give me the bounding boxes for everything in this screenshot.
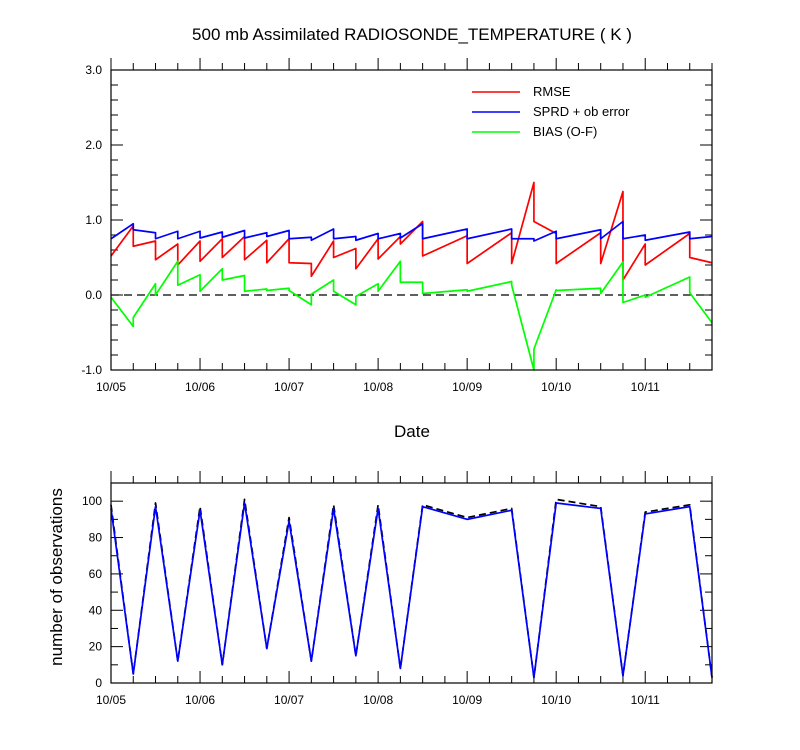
legend-label-rmse: RMSE	[533, 84, 571, 99]
series-line-bias-o-f	[110, 260, 713, 371]
y-tick-label: 3.0	[85, 63, 102, 77]
x-tick-label: 10/09	[452, 380, 482, 394]
x-tick-label: 10/06	[185, 380, 215, 394]
x-tick-label: 10/10	[541, 380, 571, 394]
x-tick-label: 10/11	[631, 380, 660, 394]
x-tick-label: 10/10	[541, 693, 571, 707]
chart-title: 500 mb Assimilated RADIOSONDE_TEMPERATUR…	[192, 25, 632, 44]
top-tick-labels: 10/05 10/06 10/07 10/08 10/09 10/10 10/11 -1.0 0…	[81, 63, 660, 394]
y-tick-label: 1.0	[85, 213, 102, 227]
top-series-group	[110, 181, 713, 371]
x-tick-label: 10/11	[631, 693, 660, 707]
x-tick-label: 10/08	[363, 380, 393, 394]
bottom-tick-labels: 10/05 10/06 10/07 10/08 10/09 10/10 10/11 0 20 40…	[82, 494, 660, 707]
x-tick-label: 10/07	[274, 693, 304, 707]
y-tick-label: 40	[89, 603, 103, 617]
y-tick-label: 80	[89, 531, 103, 545]
y-tick-label: 100	[82, 494, 102, 508]
x-tick-label: 10/09	[452, 693, 482, 707]
bias-rmse-plot: 10/05 10/06 10/07 10/08 10/09 10/10 10/11 -1.0 0…	[81, 58, 713, 394]
series-line-assimilated	[110, 502, 713, 679]
x-axis-title: Date	[394, 422, 430, 441]
x-tick-label: 10/08	[363, 693, 393, 707]
bottom-axis-ticks	[110, 471, 713, 684]
series-line-rmse	[110, 181, 713, 281]
series-line-sprd-ob-error	[110, 220, 713, 242]
y-tick-label: 2.0	[85, 138, 102, 152]
x-tick-label: 10/07	[274, 380, 304, 394]
x-tick-label: 10/05	[96, 693, 126, 707]
x-tick-label: 10/06	[185, 693, 215, 707]
y-tick-label: 0	[95, 676, 102, 690]
bottom-series-group	[110, 498, 713, 679]
bottom-plot-frame	[110, 482, 713, 684]
y-axis-title-observations: number of observations	[47, 488, 66, 666]
x-tick-label: 10/05	[96, 380, 126, 394]
observations-plot: 10/05 10/06 10/07 10/08 10/09 10/10 10/11 0 20 40…	[82, 471, 713, 707]
y-tick-label: 20	[89, 640, 103, 654]
legend-label-bias: BIAS (O-F)	[533, 124, 597, 139]
top-plot-frame	[110, 69, 713, 371]
legend: RMSE SPRD + ob error BIAS (O-F)	[472, 84, 630, 139]
y-tick-label: 0.0	[85, 288, 102, 302]
y-tick-label: -1.0	[81, 363, 102, 377]
y-tick-label: 60	[89, 567, 103, 581]
legend-label-sprd: SPRD + ob error	[533, 104, 630, 119]
